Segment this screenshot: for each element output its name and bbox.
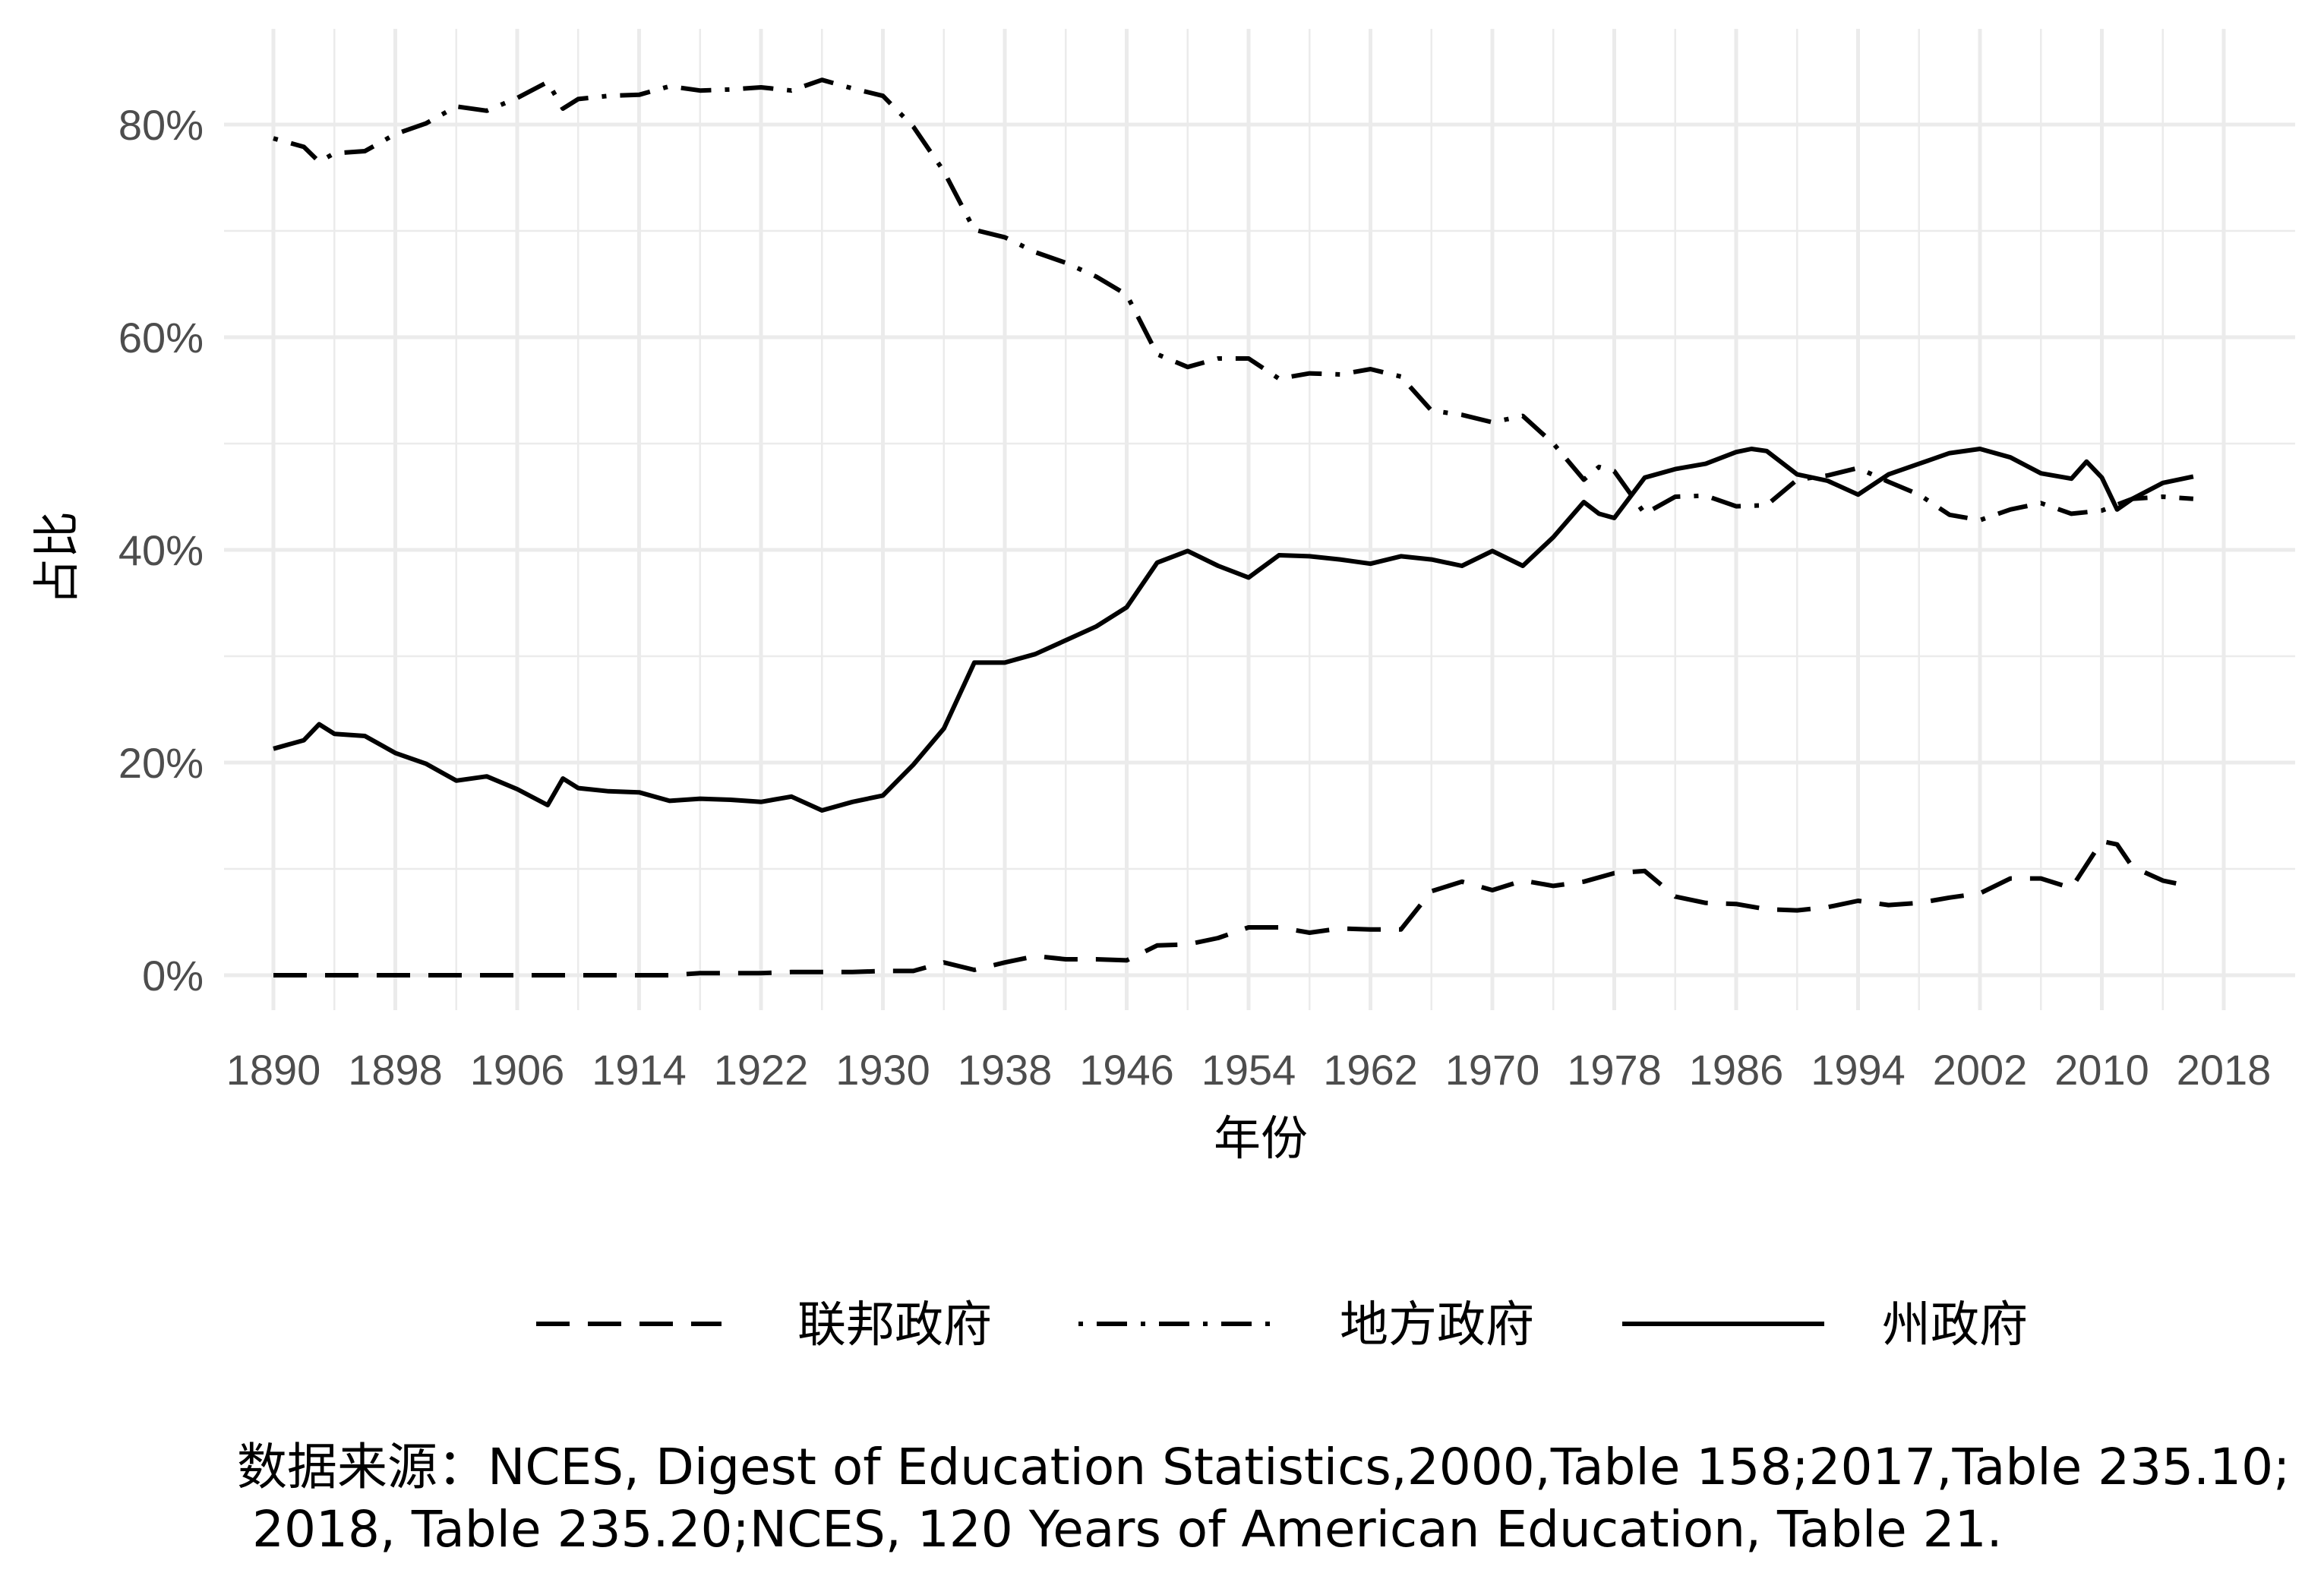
major-gridlines bbox=[224, 29, 2295, 1010]
minor-gridlines bbox=[224, 29, 2295, 1010]
x-axis-title: 年份 bbox=[1214, 1110, 1308, 1166]
x-tick-label: 1994 bbox=[1811, 1046, 1906, 1094]
x-tick-label: 1938 bbox=[958, 1046, 1053, 1094]
x-tick-label: 1978 bbox=[1567, 1046, 1662, 1094]
y-tick-label: 20% bbox=[118, 739, 204, 787]
x-tick-label: 1986 bbox=[1689, 1046, 1784, 1094]
legend-label-1: 地方政府 bbox=[1340, 1297, 1534, 1353]
legend: 联邦政府 地方政府 州政府 bbox=[536, 1297, 2028, 1353]
series-line-1 bbox=[273, 77, 2194, 523]
caption-source-line-2: 2018, Table 235.20;NCES, 120 Years of Am… bbox=[252, 1500, 2003, 1559]
x-tick-label: 1906 bbox=[470, 1046, 565, 1094]
x-tick-label: 1946 bbox=[1079, 1046, 1174, 1094]
x-tick-label: 1890 bbox=[226, 1046, 321, 1094]
x-axis-ticks: 1890 1898 1906 1914 1922 1930 1938 1946 1954 1962… bbox=[226, 1046, 2272, 1094]
y-tick-label: 0% bbox=[142, 952, 204, 1000]
series-layer bbox=[273, 77, 2194, 978]
y-axis-ticks: 0% 20% 40% 60% 80% bbox=[118, 101, 204, 1000]
legend-label-0: 联邦政府 bbox=[797, 1297, 992, 1353]
x-tick-label: 1954 bbox=[1201, 1046, 1296, 1094]
x-tick-label: 1898 bbox=[348, 1046, 443, 1094]
y-tick-label: 40% bbox=[118, 526, 204, 574]
y-tick-label: 60% bbox=[118, 314, 204, 362]
caption-source-line-1: 数据来源：NCES, Digest of Education Statistic… bbox=[237, 1438, 2290, 1496]
series-line-2 bbox=[273, 447, 2194, 813]
x-tick-label: 1962 bbox=[1323, 1046, 1418, 1094]
y-tick-label: 80% bbox=[118, 101, 204, 149]
x-tick-label: 2018 bbox=[2177, 1046, 2272, 1094]
series-line-0 bbox=[273, 839, 2194, 978]
x-tick-label: 1970 bbox=[1445, 1046, 1540, 1094]
legend-label-2: 州政府 bbox=[1882, 1297, 2028, 1353]
y-axis-title: 占比 bbox=[29, 511, 84, 605]
x-tick-label: 2010 bbox=[2054, 1046, 2149, 1094]
x-tick-label: 2002 bbox=[1933, 1046, 2028, 1094]
x-tick-label: 1930 bbox=[835, 1046, 930, 1094]
x-tick-label: 1914 bbox=[592, 1046, 687, 1094]
x-tick-label: 1922 bbox=[714, 1046, 809, 1094]
